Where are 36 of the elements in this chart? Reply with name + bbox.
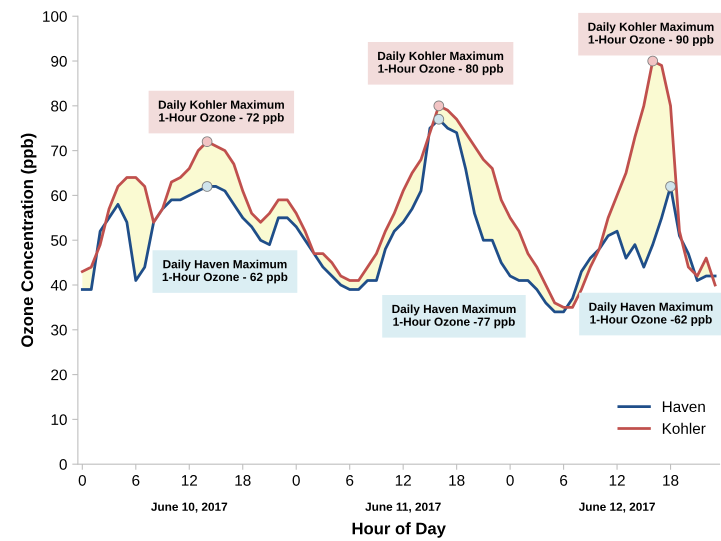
y-tick-label: 50	[51, 235, 67, 246]
x-tick-label: 6	[346, 475, 354, 486]
x-tick-label: 12	[396, 475, 411, 486]
y-tick-label: 70	[51, 145, 67, 156]
annotation: Daily Kohler Maximum 1-Hour Ozone - 80 ppb	[378, 51, 504, 76]
x-tick-label: 12	[182, 475, 198, 486]
x-tick-label: 12	[610, 475, 625, 486]
x-tick-label: 18	[663, 475, 678, 486]
x-tick-label: 0	[506, 475, 514, 486]
x-tick-label: 18	[449, 475, 464, 486]
y-tick-label: 10	[52, 414, 67, 426]
y-tick-label: 90	[51, 56, 67, 67]
x-tick-label: 18	[235, 475, 251, 486]
y-axis-title: Ozone Concentration (ppb)	[20, 134, 36, 347]
annotation: Daily Kohler Maximum 1-Hour Ozone - 90 ppb	[588, 22, 714, 46]
y-tick-label: 30	[51, 324, 67, 336]
y-tick-label: 60	[51, 190, 67, 202]
x-tick-label: 0	[78, 475, 86, 486]
text: June 12, 2017	[578, 502, 655, 513]
annotation: Daily Haven Maximum 1-Hour Ozone -77 ppb	[392, 304, 516, 328]
text: June 11, 2017	[365, 502, 441, 513]
legend-label: Haven	[662, 401, 705, 412]
x-tick-label: 6	[132, 475, 140, 486]
x-tick-label: 6	[560, 475, 568, 486]
annotation: Daily Kohler Maximum 1-Hour Ozone - 72 ppb	[158, 100, 284, 124]
x-axis-title: Hour of Day	[352, 522, 446, 538]
annotation: Daily Haven Maximum 1-Hour Ozone -62 ppb	[589, 302, 713, 326]
x-tick-label: 0	[292, 475, 300, 486]
y-tick-label: 20	[51, 369, 67, 380]
y-tick-label: 100	[43, 11, 67, 22]
legend-label: Kohler	[662, 422, 706, 434]
y-tick-label: 0	[60, 459, 67, 470]
y-tick-label: 40	[50, 280, 67, 291]
annotation: Daily Haven Maximum 1-Hour Ozone - 62 ppb	[162, 260, 288, 284]
text: June 10, 2017	[151, 502, 228, 513]
y-tick-label: 80	[51, 100, 67, 112]
